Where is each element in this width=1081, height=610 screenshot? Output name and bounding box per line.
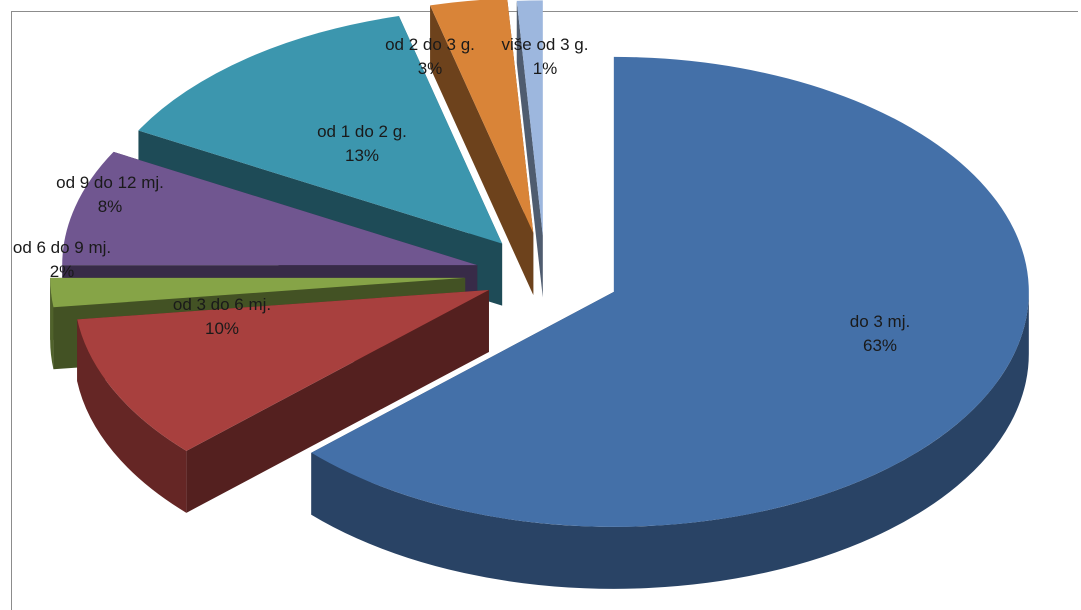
- slice-0-top: [311, 56, 1029, 527]
- slice-1-label: od 3 do 6 mj. 10%: [173, 295, 271, 338]
- slice-6-side-start: [516, 0, 543, 298]
- slice-2-top: [50, 277, 466, 308]
- slice-4-value-label: 13%: [345, 146, 379, 165]
- slice-6-top: [516, 0, 543, 236]
- labels-layer: do 3 mj. 63% od 3 do 6 mj. 10% od 6 do 9 mj.…: [13, 35, 910, 355]
- slices-layer: [50, 0, 1029, 589]
- slice-4-top: [138, 16, 503, 244]
- slice-6-category-label: više od 3 g.: [502, 35, 589, 54]
- slice-5-category-label: od 2 do 3 g.: [385, 35, 475, 54]
- slice-3-label: od 9 do 12 mj. 8%: [56, 173, 164, 216]
- slice-2-wall: [50, 277, 54, 370]
- slice-3-value-label: 8%: [98, 197, 123, 216]
- slice-1-value-label: 10%: [205, 319, 239, 338]
- slice-6-value-label: 1%: [533, 59, 558, 78]
- slice-5-side-start: [430, 5, 534, 296]
- slice-2-value-label: 2%: [50, 262, 75, 281]
- slice-3-top: [62, 151, 478, 266]
- slice-0: [311, 56, 1029, 589]
- slice-4-category-label: od 1 do 2 g.: [317, 122, 407, 141]
- slice-0-category-label: do 3 mj.: [850, 312, 910, 331]
- slice-1-category-label: od 3 do 6 mj.: [173, 295, 271, 314]
- slice-1: [77, 289, 489, 513]
- slice-6: [516, 0, 543, 298]
- slice-4-label: od 1 do 2 g. 13%: [317, 122, 407, 165]
- slice-1-wall: [77, 319, 187, 513]
- slice-3-category-label: od 9 do 12 mj.: [56, 173, 164, 192]
- slice-1-top: [77, 289, 489, 451]
- slice-5-label: od 2 do 3 g. 3%: [385, 35, 475, 78]
- slice-2-label: od 6 do 9 mj. 2%: [13, 238, 111, 281]
- slice-5-top: [430, 0, 534, 234]
- slice-5-value-label: 3%: [418, 59, 443, 78]
- slice-0-wall: [311, 291, 1029, 589]
- slice-5: [430, 0, 534, 296]
- slice-1-side-start: [186, 289, 489, 513]
- slice-0-label: do 3 mj. 63%: [850, 312, 910, 355]
- slice-6-label: više od 3 g. 1%: [502, 35, 589, 78]
- slice-2-category-label: od 6 do 9 mj.: [13, 238, 111, 257]
- slice-0-value-label: 63%: [863, 336, 897, 355]
